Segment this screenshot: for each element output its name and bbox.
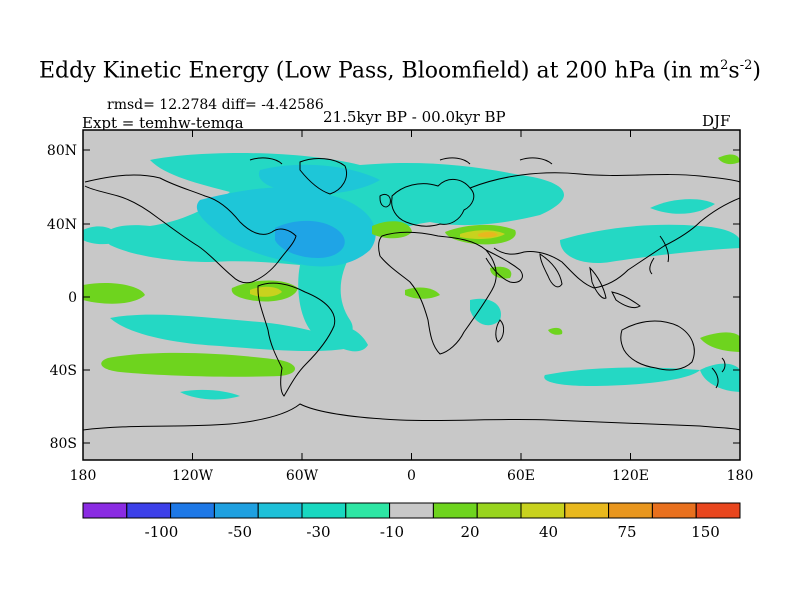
axis-ticks — [82, 130, 741, 460]
southeast-asia-coast — [589, 266, 641, 309]
colorbar-label: 20 — [460, 523, 479, 541]
antarctica-coast — [83, 403, 740, 431]
experiment-label: Expt = temhw-temga — [82, 114, 244, 132]
lon-labels: 180 120W 60W 0 60E 120E 180 — [70, 468, 754, 484]
indian-ocean-anomaly — [544, 367, 700, 386]
colorbar-label: 150 — [691, 523, 720, 541]
europe-coast — [391, 179, 475, 227]
period-label: 21.5kyr BP - 00.0kyr BP — [323, 108, 506, 126]
colorbar-label: -10 — [380, 523, 404, 541]
greenland-coast — [299, 158, 347, 195]
south-pacific-band-core — [160, 357, 260, 370]
colorbar-box — [213, 502, 259, 519]
south-atlantic-anomaly — [330, 326, 368, 352]
colorbar-box — [126, 502, 172, 519]
negative-anomaly-regions — [83, 153, 740, 400]
colorbar-label: -30 — [306, 523, 330, 541]
rmsd-label: rmsd= 12.2784 diff= -4.42586 — [107, 97, 324, 113]
lat-label-80n: 80N — [47, 143, 77, 159]
colorbar-label: -50 — [228, 523, 252, 541]
colorbar-label: 40 — [539, 523, 558, 541]
lon-label-120w: 120W — [172, 468, 214, 484]
colorbar-box — [82, 502, 128, 519]
africa-coast — [378, 231, 497, 355]
lon-label-120e: 120E — [612, 468, 649, 484]
lon-label-60e: 60E — [507, 468, 535, 484]
colorbar-box — [520, 502, 566, 519]
east-pacific-anomaly — [83, 283, 145, 304]
east-asia-anomaly — [560, 224, 740, 263]
mediterranean-anomaly — [372, 221, 412, 239]
southern-ocean-east-anomaly — [700, 363, 740, 392]
colorbar — [82, 502, 741, 519]
japan-coast — [649, 235, 669, 275]
arabia-coast — [485, 249, 523, 283]
colorbar-label: 75 — [617, 523, 636, 541]
lon-label-0: 0 — [407, 468, 416, 484]
lat-label-0: 0 — [68, 290, 77, 306]
arctic-ocean-anomaly — [718, 154, 740, 165]
north-america-coast — [84, 174, 297, 284]
west-pacific-anomaly — [83, 226, 119, 245]
lat-label-80s: 80S — [50, 436, 77, 452]
lat-label-40s: 40S — [50, 363, 77, 379]
lon-label-60w: 60W — [286, 468, 319, 484]
north-africa-anomaly — [490, 266, 512, 279]
south-atlantic-band — [700, 332, 740, 352]
colorbar-box — [257, 502, 303, 519]
madagascar-coast — [495, 319, 505, 343]
colorbar-box — [564, 502, 610, 519]
uk-coast — [379, 193, 391, 208]
africa-east-anomaly — [470, 298, 501, 326]
colorbar-box — [301, 502, 347, 519]
colorbar-box — [345, 502, 391, 519]
north-atlantic-deep — [275, 220, 345, 258]
coastlines — [83, 157, 740, 431]
atlantic-equator-anomaly — [405, 287, 440, 299]
colorbar-box — [432, 502, 478, 519]
south-america-coast — [257, 282, 336, 397]
map-area — [83, 130, 740, 460]
lat-label-40n: 40N — [47, 217, 77, 233]
india-coast — [539, 253, 563, 288]
positive-anomaly-regions — [83, 154, 740, 377]
lon-label-180e: 180 — [727, 468, 754, 484]
colorbar-labels: -100 -50 -30 -10 20 40 75 150 — [145, 523, 720, 541]
colorbar-box — [608, 502, 653, 519]
colorbar-box — [695, 502, 741, 519]
middle-east-peak — [478, 231, 498, 238]
lat-labels: 80N 40N 0 40S 80S — [47, 143, 77, 452]
arctic-anomaly — [258, 164, 380, 195]
colorbar-label: -100 — [145, 523, 179, 541]
colorbar-box — [476, 502, 522, 519]
new-zealand-coast — [711, 357, 726, 389]
north-pacific-anomaly — [650, 199, 715, 214]
colorbar-box — [170, 502, 215, 519]
southern-ocean-anomaly — [180, 389, 240, 400]
colorbar-box — [389, 502, 434, 519]
southern-ocean-small — [548, 327, 563, 335]
colorbar-box — [651, 502, 697, 519]
arctic-islands — [249, 157, 553, 165]
asia-coast — [469, 172, 740, 289]
south-pacific-anomaly — [110, 314, 350, 352]
chart-title: Eddy Kinetic Energy (Low Pass, Bloomfiel… — [39, 58, 761, 84]
australia-coast — [620, 320, 695, 371]
season-label: DJF — [702, 112, 731, 130]
lon-label-180w: 180 — [70, 468, 97, 484]
